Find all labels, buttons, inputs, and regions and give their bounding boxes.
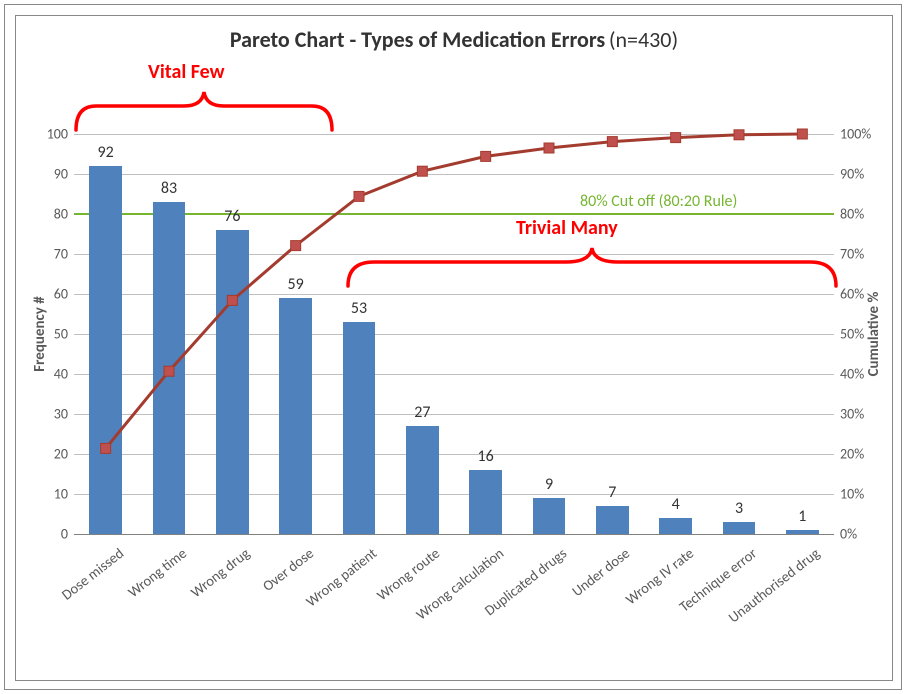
y1-tick: 80 bbox=[54, 206, 74, 223]
chart-title: Pareto Chart - Types of Medication Error… bbox=[16, 26, 892, 53]
chart-frame: Pareto Chart - Types of Medication Error… bbox=[15, 15, 893, 681]
y1-tick: 40 bbox=[54, 366, 74, 383]
y1-tick: 20 bbox=[54, 446, 74, 463]
y2-tick: 50% bbox=[834, 326, 864, 343]
bar-value-label: 53 bbox=[351, 299, 367, 318]
bar-value-label: 16 bbox=[478, 447, 494, 466]
bar-value-label: 1 bbox=[798, 507, 806, 526]
annotation-trivial-many: Trivial Many bbox=[516, 216, 618, 240]
bar-value-label: 4 bbox=[672, 495, 680, 514]
y1-tick: 90 bbox=[54, 166, 74, 183]
line-marker bbox=[164, 366, 174, 376]
y1-axis-title: Frequency # bbox=[31, 296, 49, 372]
y1-tick: 50 bbox=[54, 326, 74, 343]
y1-tick: 30 bbox=[54, 406, 74, 423]
bar-value-label: 59 bbox=[288, 275, 304, 294]
line-marker bbox=[671, 133, 681, 143]
y2-tick: 30% bbox=[834, 406, 864, 423]
y2-axis-title: Cumulative % bbox=[865, 292, 883, 377]
y2-tick: 10% bbox=[834, 486, 864, 503]
title-n: (n=430) bbox=[609, 26, 678, 53]
y2-tick: 90% bbox=[834, 166, 864, 183]
line-marker bbox=[607, 137, 617, 147]
bracket-trivial-many bbox=[342, 242, 842, 292]
line-marker bbox=[291, 241, 301, 251]
bar-value-label: 3 bbox=[735, 499, 743, 518]
line-marker bbox=[101, 443, 111, 453]
line-marker bbox=[417, 166, 427, 176]
bar-value-label: 92 bbox=[98, 143, 114, 162]
line-marker bbox=[544, 143, 554, 153]
bar-value-label: 83 bbox=[161, 179, 177, 198]
line-marker bbox=[797, 129, 807, 139]
bar-value-label: 76 bbox=[224, 207, 240, 226]
y1-tick: 60 bbox=[54, 286, 74, 303]
title-main: Pareto Chart - Types of Medication Error… bbox=[230, 26, 605, 53]
bar-value-label: 9 bbox=[545, 475, 553, 494]
cutoff-label: 80% Cut off (80:20 Rule) bbox=[580, 192, 737, 211]
line-marker bbox=[481, 151, 491, 161]
y1-tick: 10 bbox=[54, 486, 74, 503]
outer-frame: Pareto Chart - Types of Medication Error… bbox=[4, 4, 902, 690]
x-axis-baseline bbox=[74, 534, 834, 535]
line-marker bbox=[354, 191, 364, 201]
line-marker bbox=[227, 295, 237, 305]
bar-value-label: 27 bbox=[414, 403, 430, 422]
y1-tick: 0 bbox=[61, 526, 74, 543]
line-marker bbox=[734, 130, 744, 140]
y2-tick: 80% bbox=[834, 206, 864, 223]
bracket-vital-few bbox=[70, 86, 338, 136]
y2-tick: 40% bbox=[834, 366, 864, 383]
y2-tick: 0% bbox=[834, 526, 857, 543]
y2-tick: 20% bbox=[834, 446, 864, 463]
y2-tick: 100% bbox=[834, 126, 871, 143]
y1-tick: 70 bbox=[54, 246, 74, 263]
annotation-vital-few: Vital Few bbox=[148, 60, 225, 84]
bar-value-label: 7 bbox=[608, 483, 616, 502]
